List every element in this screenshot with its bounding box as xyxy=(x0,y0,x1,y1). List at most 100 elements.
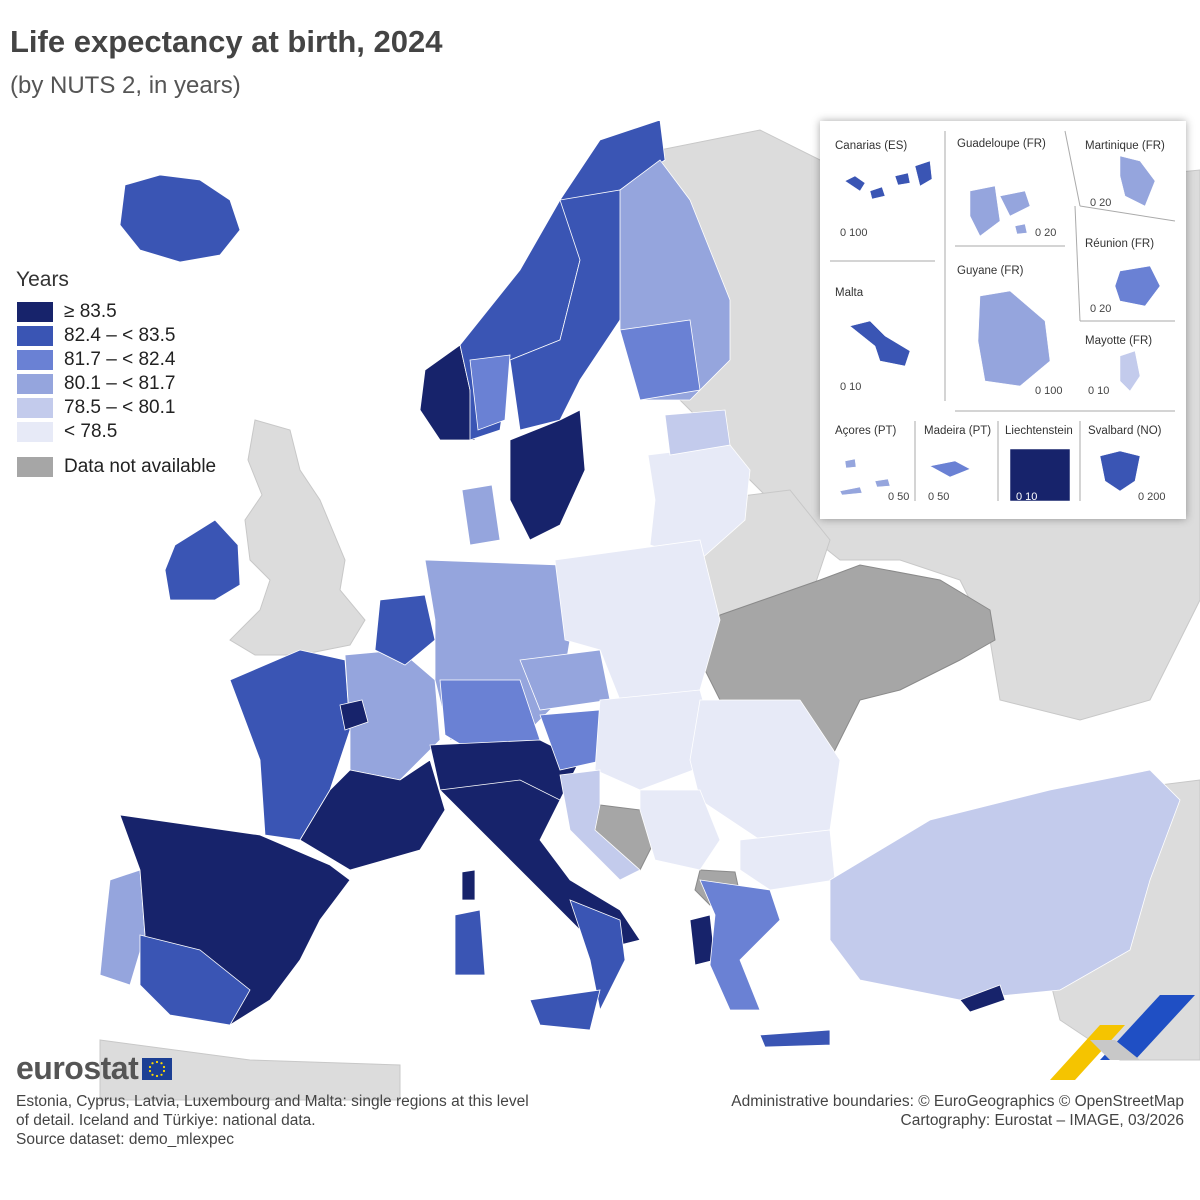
scale-guyane: 0 100 xyxy=(1035,385,1063,397)
legend-item: 80.1 – < 81.7 xyxy=(16,372,216,396)
scale-canarias: 0 100 xyxy=(840,227,868,239)
region-turkiye xyxy=(829,769,1181,1001)
data-regions xyxy=(99,119,1181,1048)
legend-label: 78.5 – < 80.1 xyxy=(64,397,176,418)
inset-label-malta: Malta xyxy=(835,287,864,299)
region-croatia xyxy=(559,769,641,881)
footnote-line: Source dataset: demo_mlexpec xyxy=(16,1131,234,1148)
region-corsica xyxy=(461,869,476,901)
legend-label: < 78.5 xyxy=(64,421,118,442)
scale-malta: 0 10 xyxy=(840,381,862,393)
eurostat-logo: eurostat xyxy=(16,1050,173,1087)
canarias-shape xyxy=(844,160,933,200)
madeira-shape xyxy=(929,460,971,478)
region-estonia xyxy=(664,409,731,456)
scale-acores: 0 50 xyxy=(888,491,910,503)
region-hungary-slovakia xyxy=(594,689,721,791)
inset-label-mayotte: Mayotte (FR) xyxy=(1085,335,1153,347)
scale-guadeloupe: 0 20 xyxy=(1035,227,1057,239)
svalbard-shape xyxy=(1099,450,1141,492)
inset-label-canarias: Canarias (ES) xyxy=(835,140,908,152)
malta-shape xyxy=(849,320,911,367)
legend: Years ≥ 83.5 82.4 – < 83.5 81.7 – < 82.4… xyxy=(16,268,216,478)
acores-shape xyxy=(839,458,891,496)
region-greece xyxy=(699,879,781,1011)
legend-title: Years xyxy=(16,268,69,291)
legend-label: 80.1 – < 81.7 xyxy=(64,373,176,394)
logo-text: eurostat xyxy=(16,1050,139,1086)
legend-swatch-na xyxy=(16,456,54,478)
legend-swatch xyxy=(16,373,54,395)
scale-madeira: 0 50 xyxy=(928,491,950,503)
inset-label-svalbard: Svalbard (NO) xyxy=(1088,425,1162,437)
region-portugal xyxy=(99,869,146,986)
region-sicily xyxy=(529,989,601,1031)
legend-swatch xyxy=(16,421,54,443)
scale-svalbard: 0 200 xyxy=(1138,491,1166,503)
region-benelux xyxy=(374,594,436,666)
region-paris xyxy=(339,699,369,731)
mayotte-shape xyxy=(1119,350,1141,392)
legend-swatch xyxy=(16,397,54,419)
footnote-line: Administrative boundaries: © EuroGeograp… xyxy=(731,1093,1184,1110)
region-crete xyxy=(759,1029,831,1048)
region-serbia xyxy=(639,789,721,871)
legend-label: 81.7 – < 82.4 xyxy=(64,349,176,370)
legend-label: 82.4 – < 83.5 xyxy=(64,325,176,346)
scale-mayotte: 0 10 xyxy=(1088,385,1110,397)
region-italy-south xyxy=(569,899,626,1012)
reunion-shape xyxy=(1114,265,1161,307)
region-norway-mid xyxy=(469,354,511,431)
eu-flag-icon xyxy=(142,1057,173,1080)
inset-label-liechtenstein: Liechtenstein xyxy=(1005,425,1073,437)
legend-swatch xyxy=(16,325,54,347)
inset-label-martinique: Martinique (FR) xyxy=(1085,140,1165,152)
liechtenstein-shape xyxy=(1009,448,1071,502)
legend-swatch xyxy=(16,301,54,323)
region-denmark xyxy=(461,484,501,546)
region-cyprus xyxy=(959,984,1006,1013)
inset-label-reunion: Réunion (FR) xyxy=(1085,238,1155,250)
legend-label: ≥ 83.5 xyxy=(64,301,117,322)
inset-graphics xyxy=(830,130,1176,502)
region-italy xyxy=(439,779,641,951)
region-spain-south xyxy=(139,934,251,1026)
footnote-line: Cartography: Eurostat – IMAGE, 03/2026 xyxy=(900,1112,1184,1129)
footnote-right: Administrative boundaries: © EuroGeograp… xyxy=(731,1092,1184,1130)
region-ireland xyxy=(164,519,241,601)
scale-liechtenstein: 0 10 xyxy=(1016,491,1038,503)
region-sweden-south xyxy=(509,409,586,541)
scale-martinique: 0 20 xyxy=(1090,197,1112,209)
region-france-south xyxy=(299,759,446,871)
martinique-shape xyxy=(1119,155,1156,207)
legend-item: 82.4 – < 83.5 xyxy=(16,324,216,348)
scale-reunion: 0 20 xyxy=(1090,303,1112,315)
footnote-line: Estonia, Cyprus, Latvia, Luxembourg and … xyxy=(16,1093,529,1110)
legend-label-na: Data not available xyxy=(64,456,217,477)
map-subtitle: (by NUTS 2, in years) xyxy=(10,72,241,99)
legend-item: ≥ 83.5 xyxy=(16,300,216,324)
legend-item: < 78.5 xyxy=(16,420,216,444)
uk-land xyxy=(229,419,366,656)
eurostat-chevron-graphic xyxy=(1050,995,1195,1080)
inset-label-guyane: Guyane (FR) xyxy=(957,265,1024,277)
region-iceland xyxy=(119,174,241,263)
guyane-shape xyxy=(977,290,1051,387)
inset-label-guadeloupe: Guadeloupe (FR) xyxy=(957,138,1046,150)
legend-item-na: Data not available xyxy=(16,456,216,478)
legend-item: 78.5 – < 80.1 xyxy=(16,396,216,420)
footnote-line: of detail. Iceland and Türkiye: national… xyxy=(16,1112,316,1129)
guadeloupe-shape xyxy=(969,185,1031,237)
region-baltics xyxy=(647,444,751,561)
inset-label-acores: Açores (PT) xyxy=(835,425,897,437)
map-title: Life expectancy at birth, 2024 xyxy=(10,24,443,59)
legend-swatch xyxy=(16,349,54,371)
legend-item: 81.7 – < 82.4 xyxy=(16,348,216,372)
inset-label-madeira: Madeira (PT) xyxy=(924,425,992,437)
region-finland-south xyxy=(619,319,701,401)
region-sardinia xyxy=(454,909,486,976)
region-bulgaria xyxy=(739,829,836,891)
footnote-left: Estonia, Cyprus, Latvia, Luxembourg and … xyxy=(16,1092,576,1149)
africa-land xyxy=(99,1039,401,1101)
